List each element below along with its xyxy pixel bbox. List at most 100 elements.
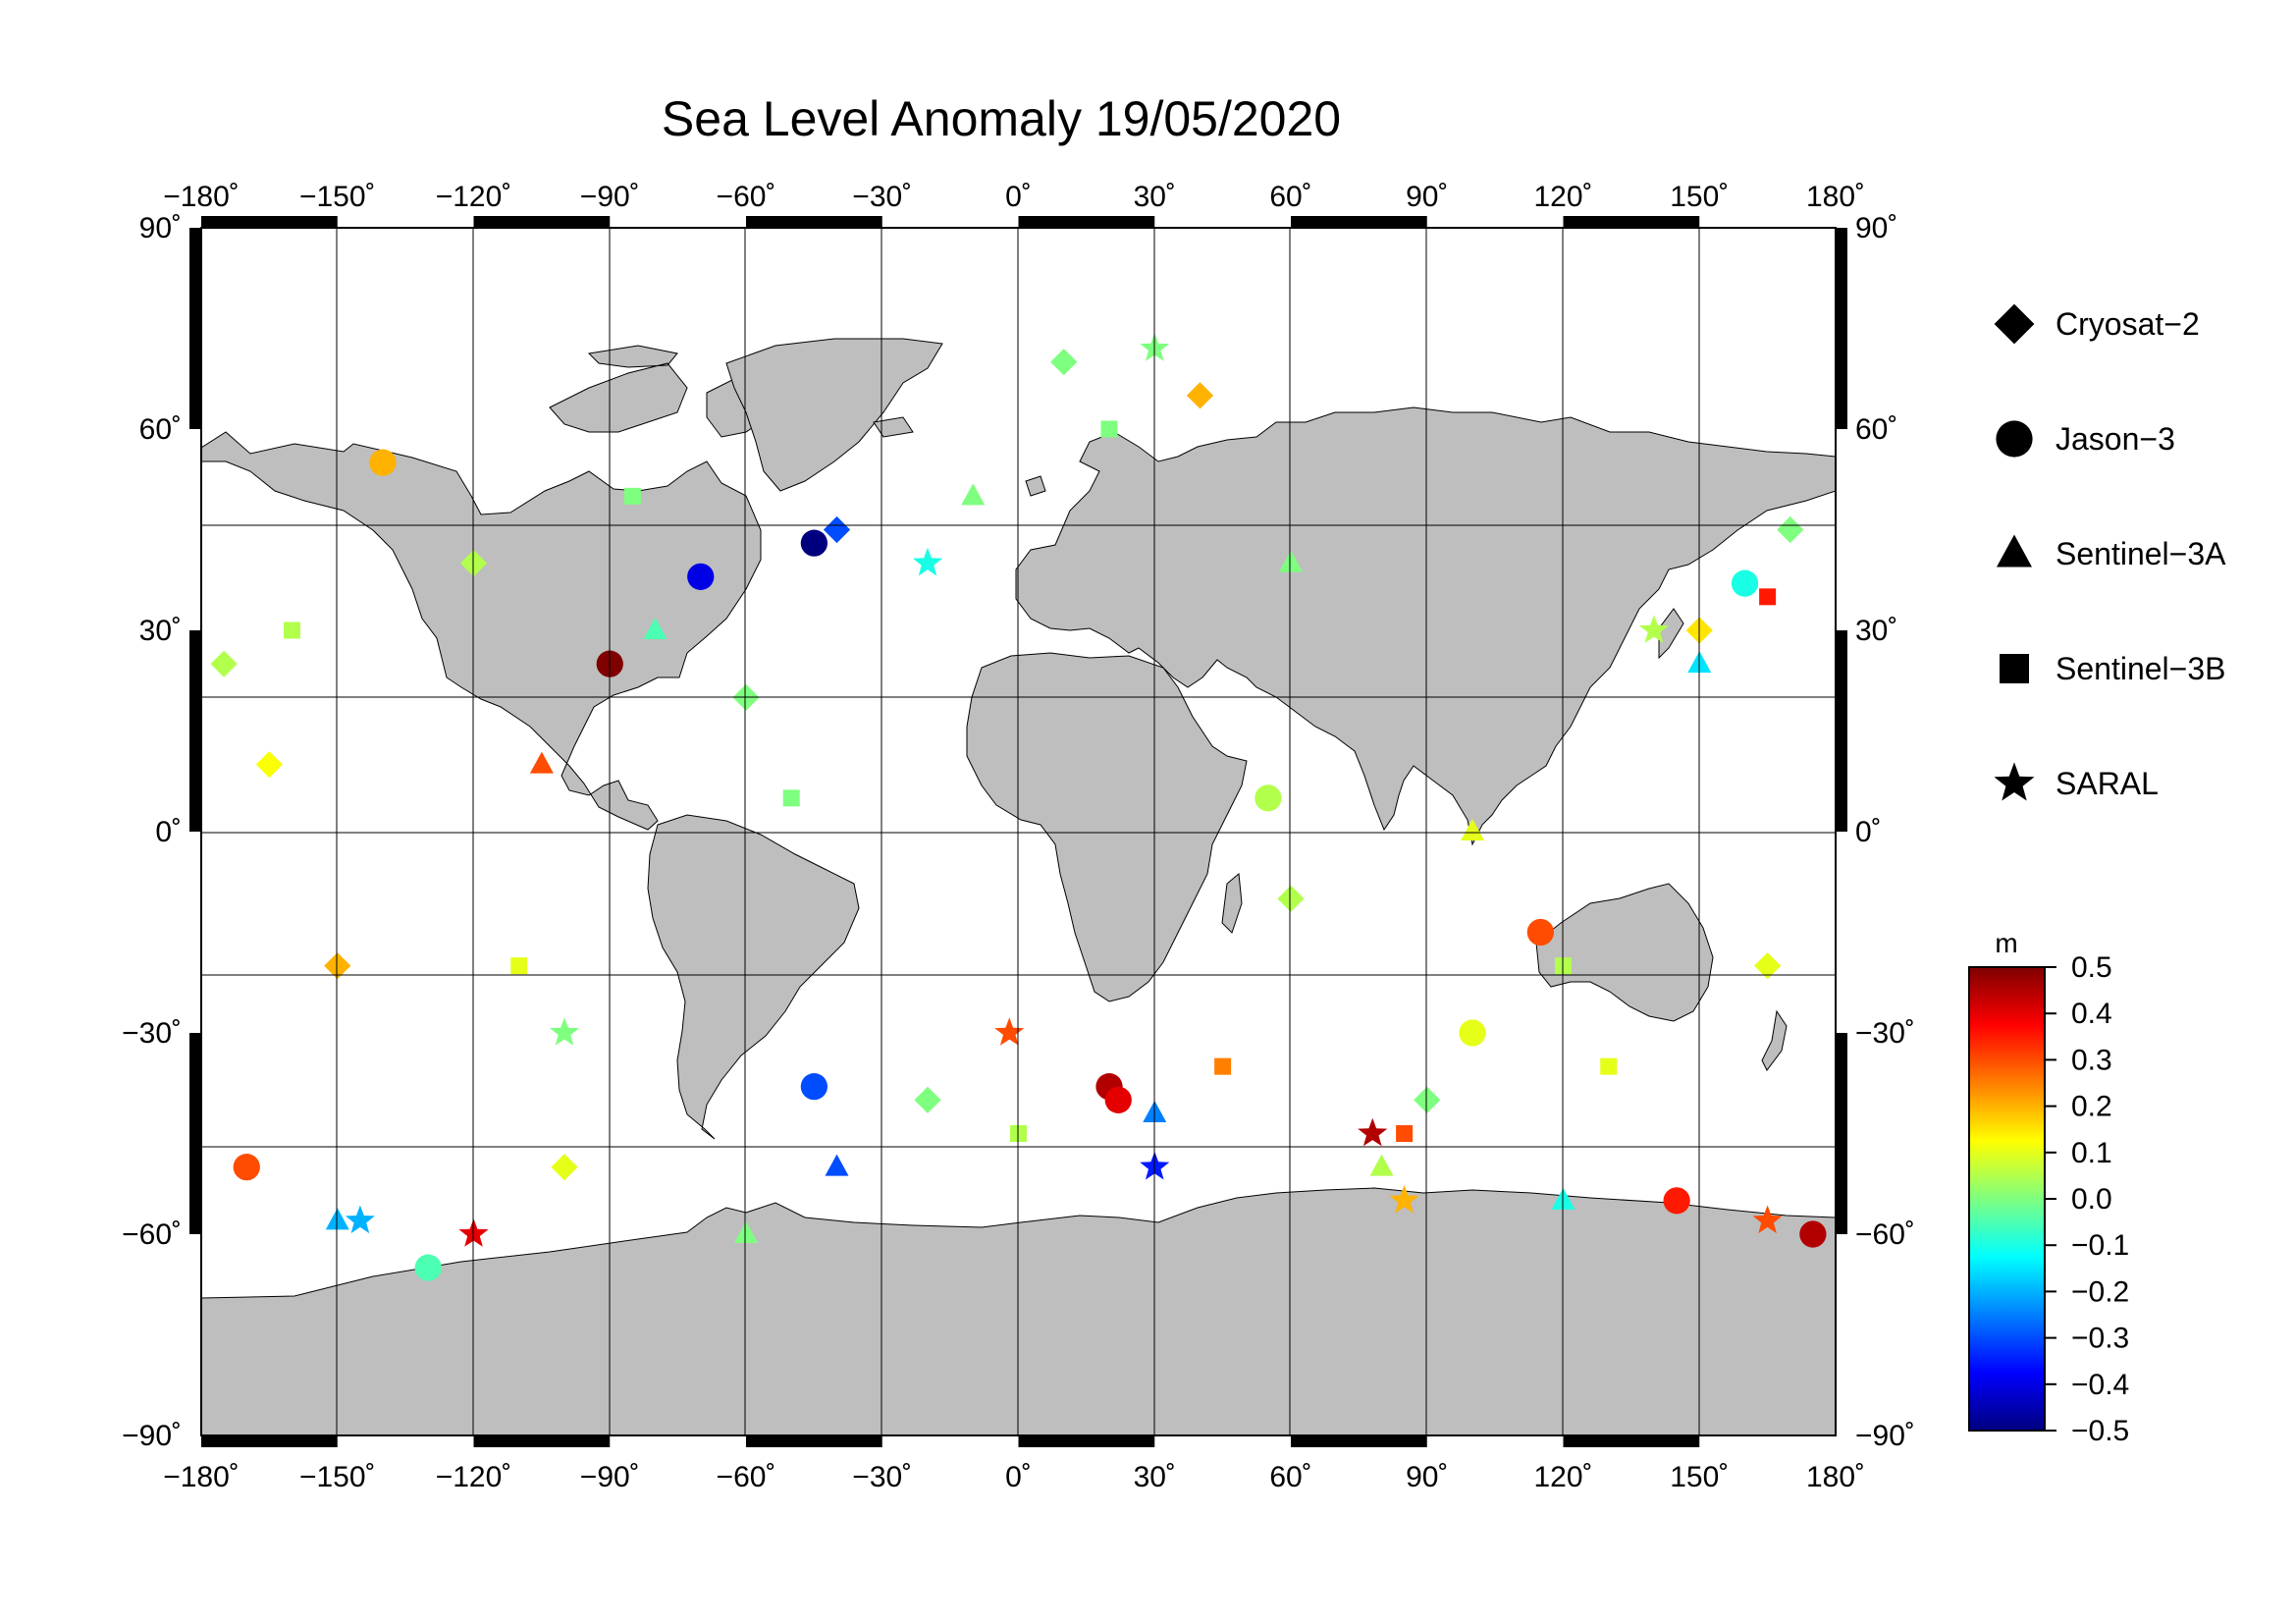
colorbar-tick-label: 0.3 [2071, 1044, 2112, 1076]
lon-tick-label-bottom: −60˚ [717, 1461, 776, 1493]
star-icon [1994, 762, 2035, 801]
land-greenland [725, 338, 943, 492]
lat-tick-label-left: −90˚ [122, 1420, 182, 1452]
land-africa [966, 652, 1248, 1002]
data-point [325, 1208, 349, 1230]
colorbar-tick-label: 0.4 [2071, 998, 2112, 1030]
square-icon [2000, 654, 2029, 683]
land-australia [1535, 883, 1714, 1022]
data-point [1731, 569, 1759, 597]
land-south-america [647, 814, 860, 1140]
data-point [1358, 1117, 1388, 1147]
lat-tick-label-left: 0˚ [155, 816, 182, 848]
data-point [643, 618, 667, 639]
land-uk-iceland [873, 416, 1046, 497]
lat-tick-label-right: 30˚ [1855, 615, 1897, 647]
lon-tick-label-top: −90˚ [580, 181, 640, 213]
colorbar-tick-label: 0.0 [2071, 1183, 2112, 1216]
data-point [1600, 1057, 1618, 1075]
lon-tick-label-bottom: −120˚ [436, 1461, 512, 1493]
colorbar-tick-label: −0.1 [2071, 1229, 2129, 1262]
data-point [324, 952, 351, 980]
legend-label: Cryosat−2 [2056, 306, 2200, 342]
data-point [823, 515, 851, 544]
data-point [1277, 885, 1305, 912]
lon-tick-label-bottom: −90˚ [580, 1461, 640, 1493]
lat-tick-label-left: 90˚ [139, 212, 182, 244]
data-point [734, 1221, 758, 1243]
lon-tick-label-top: −30˚ [852, 181, 912, 213]
data-point [1414, 1086, 1441, 1113]
lat-tick-label-right: 60˚ [1855, 413, 1897, 446]
data-point [800, 1073, 828, 1101]
data-point [914, 1086, 941, 1113]
lon-tick-label-bottom: 0˚ [1005, 1461, 1032, 1493]
diamond-icon [1994, 303, 2035, 345]
data-point [961, 483, 986, 506]
lon-tick-label-top: −120˚ [436, 181, 512, 213]
data-point [233, 1154, 260, 1181]
lat-tick-label-right: −30˚ [1855, 1017, 1915, 1050]
data-point [687, 563, 715, 590]
data-point [1459, 1019, 1486, 1047]
colorbar-tick-label: 0.1 [2071, 1137, 2112, 1169]
land-north-america [201, 431, 762, 831]
legend-label: SARAL [2056, 766, 2159, 801]
lon-tick-label-bottom: 60˚ [1269, 1461, 1311, 1493]
lat-tick-label-right: −60˚ [1855, 1218, 1915, 1251]
data-point [1396, 1125, 1414, 1142]
data-point [1663, 1187, 1690, 1215]
data-point [623, 487, 641, 505]
data-point [369, 449, 397, 476]
lon-tick-label-bottom: 180˚ [1806, 1461, 1865, 1493]
data-point [1104, 1086, 1132, 1113]
lon-tick-label-top: 180˚ [1806, 181, 1865, 213]
lon-tick-label-top: −60˚ [717, 181, 776, 213]
lon-tick-label-top: 120˚ [1533, 181, 1592, 213]
lon-tick-label-bottom: 150˚ [1670, 1461, 1729, 1493]
lat-tick-label-left: 30˚ [139, 615, 182, 647]
data-point [529, 751, 554, 774]
data-point [1186, 382, 1214, 409]
colorbar-gradient [1968, 966, 2046, 1432]
lon-tick-label-bottom: −150˚ [299, 1461, 376, 1493]
data-point [825, 1154, 849, 1176]
lon-tick-label-bottom: 30˚ [1134, 1461, 1176, 1493]
lon-tick-label-top: 30˚ [1134, 181, 1176, 213]
triangle-icon [1997, 534, 2032, 568]
data-point [510, 957, 528, 975]
data-point [1050, 349, 1078, 376]
lon-tick-label-top: 60˚ [1269, 181, 1311, 213]
lat-tick-label-right: 90˚ [1855, 212, 1897, 244]
colorbar-unit-label: m [1995, 928, 2017, 958]
data-point [1100, 420, 1118, 438]
data-point [1799, 1220, 1827, 1248]
data-point [414, 1254, 442, 1281]
colorbar: m 0.5 0.4 0.3 0.2 0.1 0.0 −0.1 −0.2 −0.3 −0.4 −0.5 [1968, 928, 2129, 1447]
data-point [549, 1017, 580, 1046]
lon-tick-label-top: 0˚ [1005, 181, 1032, 213]
data-point [551, 1154, 578, 1181]
lon-tick-label-top: −150˚ [299, 181, 376, 213]
colorbar-tick-label: −0.3 [2071, 1323, 2129, 1355]
data-point [1369, 1154, 1394, 1176]
lat-tick-label-left: 60˚ [139, 413, 182, 446]
data-point [1777, 515, 1804, 544]
data-point [1638, 615, 1670, 643]
data-point [1759, 588, 1777, 606]
lon-tick-label-top: 90˚ [1406, 181, 1448, 213]
lon-tick-label-bottom: 90˚ [1406, 1461, 1448, 1493]
circle-icon [1996, 420, 2033, 458]
lon-tick-label-top: −180˚ [163, 181, 240, 213]
colorbar-tick-label: −0.2 [2071, 1275, 2129, 1308]
data-point [1461, 819, 1484, 840]
data-point [1279, 550, 1303, 572]
data-point [1389, 1185, 1419, 1214]
colorbar-tick-label: 0.2 [2071, 1091, 2112, 1123]
lat-tick-label-right: 0˚ [1855, 816, 1882, 848]
data-point [1526, 918, 1555, 947]
data-point [1255, 784, 1282, 812]
colorbar-tick-label: −0.5 [2071, 1415, 2129, 1447]
page-title: Sea Level Anomaly 19/05/2020 [661, 91, 1342, 146]
data-point [345, 1205, 375, 1234]
